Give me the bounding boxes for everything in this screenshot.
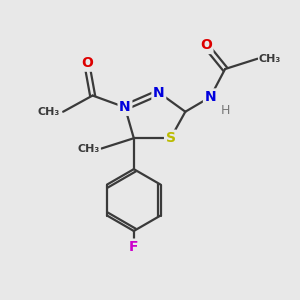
Text: CH₃: CH₃ [78,143,100,154]
Text: CH₃: CH₃ [259,54,281,64]
Text: S: S [166,131,176,145]
Text: CH₃: CH₃ [38,107,60,117]
Text: N: N [119,100,131,114]
Text: O: O [81,56,93,70]
Text: N: N [205,90,216,104]
Text: O: O [200,38,212,52]
Text: N: N [153,85,165,100]
Text: F: F [129,240,139,254]
Text: H: H [220,104,230,117]
